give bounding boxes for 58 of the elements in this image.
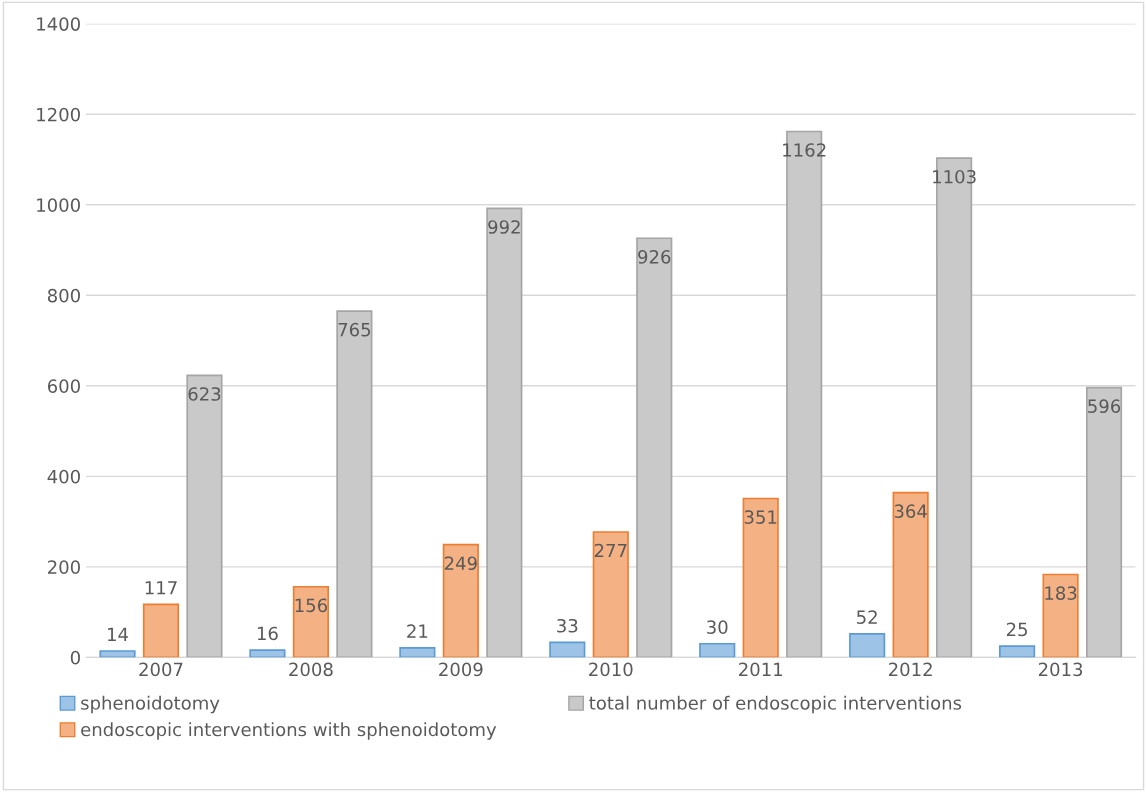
bar <box>249 649 286 658</box>
bar <box>1085 386 1123 658</box>
bar <box>849 632 886 658</box>
x-tick-label: 2007 <box>139 662 183 677</box>
legend-label: endoscopic interventions with sphenoidotomy <box>81 722 497 740</box>
data-label: 117 <box>145 581 177 595</box>
y-tick-label: 400 <box>47 469 80 484</box>
bar <box>336 310 373 658</box>
x-tick-label: 2012 <box>888 662 932 677</box>
x-tick-label: 2010 <box>589 662 633 677</box>
y-tick-label: 0 <box>70 650 80 665</box>
data-label: 1162 <box>783 143 826 157</box>
data-label: 52 <box>857 610 877 624</box>
bar <box>399 647 436 658</box>
bar <box>186 374 223 658</box>
data-label: 16 <box>257 626 278 641</box>
data-label: 249 <box>444 556 477 571</box>
data-label: 351 <box>744 510 777 524</box>
x-tick-label: 2011 <box>739 662 783 677</box>
data-label: 183 <box>1045 586 1077 600</box>
bar <box>636 237 673 658</box>
bar <box>592 531 629 658</box>
data-label: 25 <box>1006 622 1027 637</box>
data-label: 765 <box>338 322 371 337</box>
y-tick-label: 1200 <box>37 107 80 122</box>
data-label: 596 <box>1088 399 1121 414</box>
x-tick-label: 2013 <box>1038 662 1083 677</box>
x-tick-label: 2008 <box>289 662 333 677</box>
y-tick-label: 1400 <box>37 17 80 31</box>
bar <box>142 603 180 658</box>
bar <box>486 207 523 658</box>
data-label: 364 <box>894 504 927 518</box>
bar <box>699 642 736 658</box>
data-label: 33 <box>557 618 578 633</box>
bar <box>99 650 136 658</box>
bar <box>742 497 779 658</box>
x-tick-label: 2009 <box>439 662 483 677</box>
data-label: 14 <box>108 627 128 641</box>
data-label: 277 <box>594 543 627 558</box>
data-label: 30 <box>707 620 728 634</box>
y-tick-label: 800 <box>47 288 80 303</box>
data-label: 992 <box>488 220 520 234</box>
legend-label: sphenoidotomy <box>81 695 220 714</box>
bar <box>549 641 586 658</box>
data-label: 156 <box>295 598 328 613</box>
legend-label: total number of endoscopic interventions <box>589 695 962 714</box>
data-label: 623 <box>188 387 221 401</box>
bar <box>892 491 929 658</box>
data-label: 21 <box>407 624 428 638</box>
data-label: 926 <box>638 250 671 264</box>
data-label: 1103 <box>933 169 976 184</box>
y-tick-label: 600 <box>47 379 80 393</box>
bar <box>442 543 479 658</box>
y-tick-label: 1000 <box>37 198 80 212</box>
bar <box>292 585 329 658</box>
y-tick-label: 200 <box>48 560 80 574</box>
bar <box>1042 573 1079 658</box>
bar <box>999 645 1036 658</box>
